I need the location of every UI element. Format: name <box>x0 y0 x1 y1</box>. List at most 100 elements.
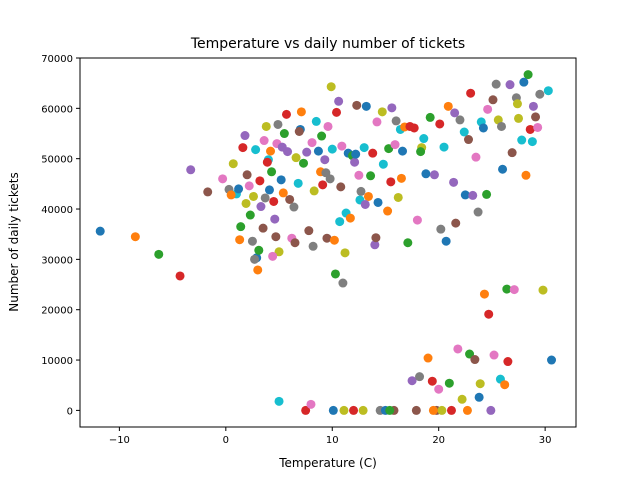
scatter-point <box>519 77 529 87</box>
scatter-point <box>130 232 140 242</box>
x-axis-label: Temperature (C) <box>278 456 377 470</box>
scatter-point <box>359 143 369 153</box>
scatter-point <box>299 158 309 168</box>
scatter-point <box>352 100 362 110</box>
scatter-point <box>296 107 306 117</box>
scatter-point <box>320 155 330 165</box>
scatter-point <box>322 233 332 243</box>
scatter-point <box>253 265 263 275</box>
scatter-point <box>274 396 284 406</box>
scatter-point <box>244 181 254 191</box>
scatter-point <box>290 238 300 248</box>
y-tick-label: 0 <box>67 406 73 417</box>
scatter-point <box>439 142 449 152</box>
scatter-point <box>345 213 355 223</box>
scatter-point <box>525 124 535 134</box>
y-tick-label: 40000 <box>41 205 73 216</box>
scatter-point <box>329 235 339 245</box>
scatter-point <box>328 405 338 415</box>
scatter-point <box>441 236 451 246</box>
scatter-point <box>358 405 368 415</box>
scatter-point <box>349 405 359 415</box>
scatter-point <box>498 164 508 174</box>
scatter-point <box>268 251 278 261</box>
scatter-point <box>372 117 382 127</box>
scatter-point <box>334 96 344 106</box>
scatter-point <box>509 285 519 295</box>
scatter-point <box>245 210 255 220</box>
scatter-point <box>535 89 545 99</box>
y-axis-label: Number of daily tickets <box>7 172 21 311</box>
scatter-point <box>478 123 488 133</box>
scatter-point <box>366 171 376 181</box>
scatter-point <box>259 136 269 146</box>
scatter-point <box>264 185 274 195</box>
scatter-point <box>475 379 485 389</box>
scatter-point <box>502 284 512 294</box>
scatter-point <box>517 135 527 145</box>
scatter-point <box>248 191 258 201</box>
scatter-point <box>262 157 272 167</box>
scatter-point <box>462 405 472 415</box>
scatter-point <box>261 121 271 131</box>
scatter-point <box>412 215 422 225</box>
x-tick-label: 10 <box>326 435 339 446</box>
scatter-point <box>436 224 446 234</box>
scatter-point <box>486 405 496 415</box>
scatter-point <box>247 236 257 246</box>
scatter-point <box>323 121 333 131</box>
scatter-point <box>407 376 417 386</box>
scatter-point <box>383 206 393 216</box>
scatter-point <box>473 207 483 217</box>
scatter-point <box>523 70 533 80</box>
scatter-point <box>371 233 381 243</box>
scatter-point <box>354 170 364 180</box>
scatter-point <box>291 153 301 163</box>
scatter-point <box>489 350 499 360</box>
scatter-point <box>254 245 264 255</box>
scatter-point <box>309 186 319 196</box>
scatter-point <box>386 177 396 187</box>
scatter-point <box>273 119 283 129</box>
scatter-point <box>338 278 348 288</box>
scatter-point <box>317 131 327 141</box>
scatter-point <box>236 222 246 232</box>
scatter-point <box>281 109 291 119</box>
scatter-point <box>271 232 281 242</box>
scatter-point <box>361 101 371 111</box>
scatter-point <box>241 198 251 208</box>
scatter-point <box>308 241 318 251</box>
scatter-point <box>471 152 481 162</box>
scatter-point <box>434 384 444 394</box>
y-tick-label: 30000 <box>41 255 73 266</box>
scatter-point <box>378 159 388 169</box>
y-tick-label: 70000 <box>41 54 73 65</box>
scatter-point <box>390 140 400 150</box>
scatter-point <box>256 202 266 212</box>
scatter-point <box>313 146 323 156</box>
scatter-point <box>255 176 265 186</box>
y-tick-label: 50000 <box>41 155 73 166</box>
scatter-point <box>373 197 383 207</box>
scatter-point <box>250 254 260 264</box>
scatter-point <box>435 119 445 129</box>
scatter-point <box>419 134 429 144</box>
y-tick-label: 10000 <box>41 356 73 367</box>
scatter-point <box>466 88 476 98</box>
scatter-point <box>427 376 437 386</box>
scatter-point <box>531 112 541 122</box>
scatter-point <box>450 108 460 118</box>
scatter-point <box>306 399 316 409</box>
scatter-point <box>443 101 453 111</box>
plot-frame <box>79 57 577 428</box>
scatter-point <box>266 146 276 156</box>
scatter-point <box>337 141 347 151</box>
scatter-point <box>363 191 373 201</box>
scatter-point <box>385 405 395 415</box>
x-tick-label: −10 <box>109 435 130 446</box>
x-axis: −10 0 10 20 30 <box>109 427 552 446</box>
scatter-point <box>326 82 336 92</box>
scatter-point <box>423 353 433 363</box>
y-tick-label: 20000 <box>41 306 73 317</box>
